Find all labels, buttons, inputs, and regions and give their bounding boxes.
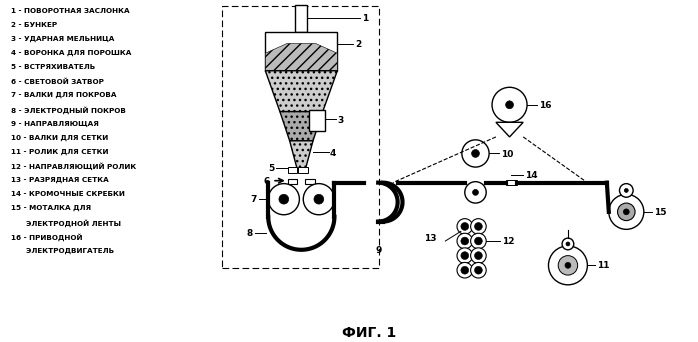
Text: 13 - РАЗРЯДНАЯ СЕТКА: 13 - РАЗРЯДНАЯ СЕТКА [11,177,109,183]
Circle shape [609,194,644,229]
Text: ЭЛЕКТРОДВИГАТЕЛЬ: ЭЛЕКТРОДВИГАТЕЛЬ [11,247,114,254]
Polygon shape [265,43,337,71]
Circle shape [470,248,487,263]
Circle shape [620,184,633,197]
Text: 11 - РОЛИК ДЛЯ СЕТКИ: 11 - РОЛИК ДЛЯ СЕТКИ [11,148,109,155]
Text: 8: 8 [246,229,253,238]
Bar [309,110,325,131]
Circle shape [475,223,482,230]
Text: 3 - УДАРНАЯ МЕЛЬНИЦА: 3 - УДАРНАЯ МЕЛЬНИЦА [11,36,114,42]
Circle shape [565,262,571,268]
Circle shape [549,246,588,285]
Text: 1: 1 [362,14,368,23]
Bar [505,180,517,185]
Circle shape [268,184,299,215]
Text: 3: 3 [337,116,343,124]
Circle shape [475,266,482,274]
Text: 1 - ПОВОРОТНАЯ ЗАСЛОНКА: 1 - ПОВОРОТНАЯ ЗАСЛОНКА [11,8,130,13]
Circle shape [461,266,468,274]
Text: 4 - ВОРОНКА ДЛЯ ПОРОШКА: 4 - ВОРОНКА ДЛЯ ПОРОШКА [11,50,132,56]
Text: ЭЛЕКТРОДНОЙ ЛЕНТЫ: ЭЛЕКТРОДНОЙ ЛЕНТЫ [11,219,121,227]
Text: 10: 10 [500,149,513,159]
Bar [221,5,379,268]
Polygon shape [290,141,313,170]
Text: 4: 4 [329,148,336,158]
Circle shape [457,248,473,263]
Text: 12 - НАПРАВЛЯЮЩИЙ РОЛИК: 12 - НАПРАВЛЯЮЩИЙ РОЛИК [11,163,137,170]
Circle shape [566,242,570,246]
Circle shape [623,209,629,215]
Polygon shape [280,111,322,141]
Circle shape [461,237,468,245]
Polygon shape [265,71,337,111]
Bar [299,167,308,173]
Circle shape [465,182,487,203]
Text: 5 - ВСТРЯХИВАТЕЛЬ: 5 - ВСТРЯХИВАТЕЛЬ [11,64,96,70]
Text: 13: 13 [424,234,436,243]
Circle shape [470,219,487,234]
Circle shape [279,194,289,204]
Text: 10 - ВАЛКИ ДЛЯ СЕТКИ: 10 - ВАЛКИ ДЛЯ СЕТКИ [11,134,109,141]
Circle shape [461,223,468,230]
Text: 15 - МОТАЛКА ДЛЯ: 15 - МОТАЛКА ДЛЯ [11,205,91,211]
Circle shape [470,262,487,278]
Text: 7: 7 [250,195,257,204]
Text: 9: 9 [376,246,382,255]
Text: 9 - НАПРАВЛЯЮЩАЯ: 9 - НАПРАВЛЯЮЩАЯ [11,120,99,127]
Bar [295,4,307,32]
Circle shape [492,87,527,122]
Circle shape [562,238,574,250]
Text: ФИГ. 1: ФИГ. 1 [342,326,396,340]
Text: 14 - КРОМОЧНЫЕ СКРЕБКИ: 14 - КРОМОЧНЫЕ СКРЕБКИ [11,191,125,197]
Text: 15: 15 [653,208,666,217]
Circle shape [457,219,473,234]
Circle shape [461,252,468,260]
Circle shape [475,252,482,260]
Bar [288,167,297,173]
Bar [288,179,297,184]
Circle shape [457,262,473,278]
Circle shape [303,184,334,215]
Circle shape [462,140,489,167]
Text: 14: 14 [525,171,537,180]
Circle shape [475,237,482,245]
Circle shape [314,194,324,204]
Circle shape [457,233,473,249]
Text: 7 - ВАЛКИ ДЛЯ ПОКРОВА: 7 - ВАЛКИ ДЛЯ ПОКРОВА [11,92,117,98]
Circle shape [618,203,635,221]
Circle shape [505,101,514,109]
Text: 11: 11 [597,262,609,271]
Text: 12: 12 [502,237,514,246]
Text: 6: 6 [264,177,270,186]
Text: 2: 2 [355,40,361,49]
Circle shape [473,189,478,195]
Circle shape [558,255,578,275]
Circle shape [625,188,628,193]
Text: 5: 5 [268,164,274,173]
Text: 16 - ПРИВОДНОЙ: 16 - ПРИВОДНОЙ [11,233,83,241]
Text: 16: 16 [539,101,551,110]
Circle shape [472,149,480,157]
Text: 6 - СВЕТОВОЙ ЗАТВОР: 6 - СВЕТОВОЙ ЗАТВОР [11,78,104,84]
Text: 2 - БУНКЕР: 2 - БУНКЕР [11,22,57,28]
Bar [305,179,315,184]
Text: 8 - ЭЛЕКТРОДНЫЙ ПОКРОВ: 8 - ЭЛЕКТРОДНЫЙ ПОКРОВ [11,106,126,114]
Circle shape [470,233,487,249]
Bar [265,32,337,71]
